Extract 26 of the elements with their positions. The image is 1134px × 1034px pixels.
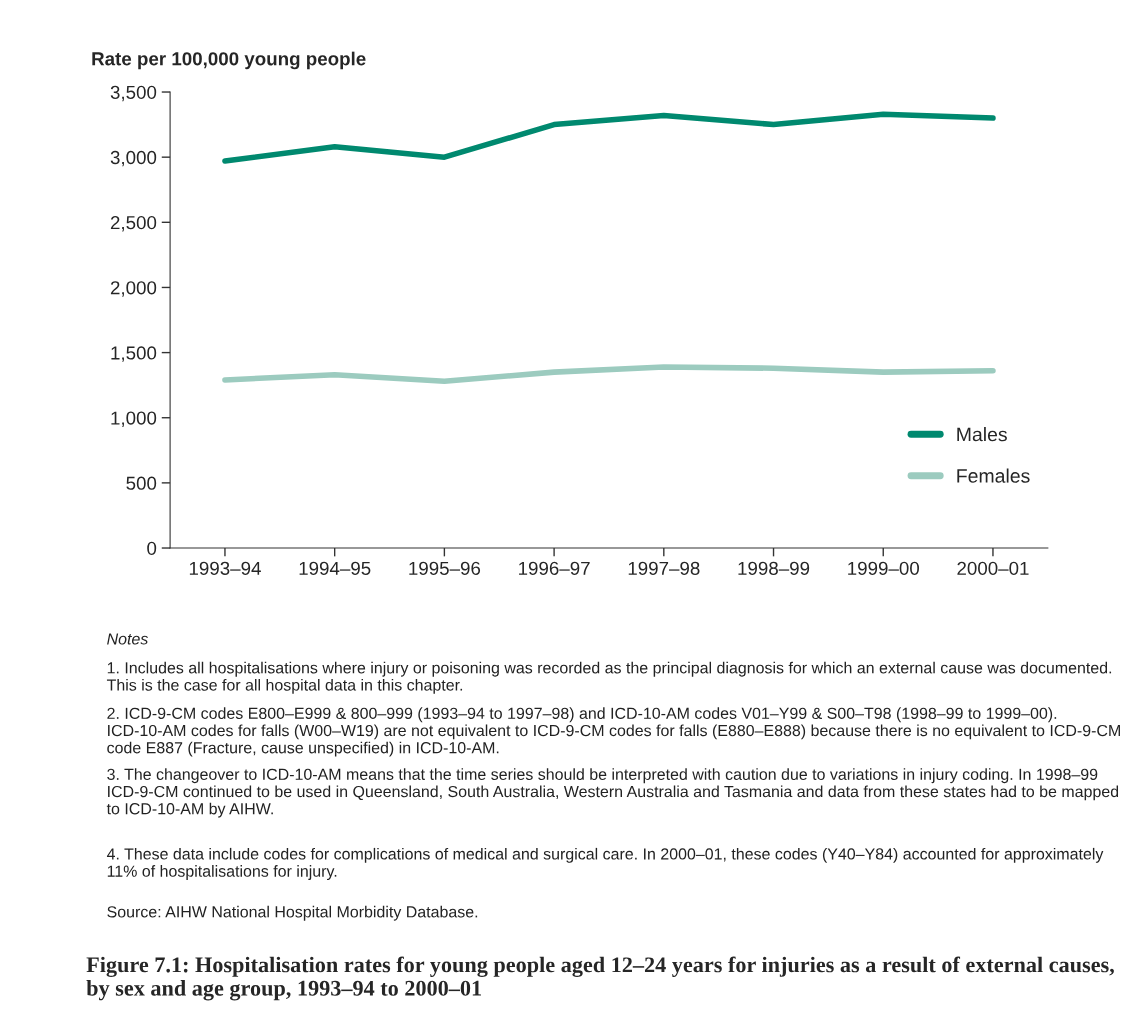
x-tick-label: 1998–99 <box>738 561 810 575</box>
y-tick-label: 1,000 <box>111 411 157 427</box>
x-tick-label: 1997–98 <box>628 561 700 575</box>
y-tick-label: 1,500 <box>111 346 157 362</box>
y-tick-label: 500 <box>126 476 157 490</box>
text: 1. Includes all hospitalisations where injury or poisoning was recorded as the principal diagnosis for which an external cause was documented. This is the case for all hospital data in this chapter. <box>106 661 1112 694</box>
x-tick-label: 1995–96 <box>409 561 481 575</box>
text: 3. The changeover to ICD-10-AM means that the time series should be interpreted with caution due to variations in injury coding. In 1998–99 ICD-9-CM continued to be used in Queensland, South Australia, Western Australia and Tasmania and data from these states had to be mapped to ICD-10-AM by AIHW. <box>106 768 1119 818</box>
text: 4. These data include codes for complications of medical and surgical care. In 2000–01, these codes (Y40–Y84) accounted for approximately 11% of hospitalisations for injury. <box>106 847 1104 880</box>
x-tick-label: 2000–01 <box>957 561 1029 575</box>
y-tick-label: 3,000 <box>110 150 157 167</box>
y-tick-label: 3,500 <box>110 85 157 102</box>
y-tick-label: 2,500 <box>110 216 157 232</box>
text: Figure 7.1: Hospitalisation rates for young people aged 12–24 years for injuries as a result of external causes, by sex and age group, 1993–94 to 2000–01 <box>86 956 1114 1001</box>
x-tick-label: 1999–00 <box>848 561 920 575</box>
y-tick-label: 2,000 <box>110 281 157 297</box>
y-tick-label: 0 <box>147 541 157 555</box>
x-tick-label: 1996–97 <box>519 561 590 575</box>
y-axis-title: Rate per 100,000 young people <box>92 51 366 70</box>
legend-label: Males <box>957 427 1007 442</box>
text: Notes <box>107 633 148 645</box>
x-tick-label: 1993–94 <box>189 561 261 575</box>
legend-label: Females <box>957 468 1030 483</box>
x-tick-label: 1994–95 <box>299 561 371 575</box>
source-note: Source: AIHW National Hospital Morbidity Database. <box>107 905 478 921</box>
text: 2. ICD-9-CM codes E800–E999 & 800–999 (1993–94 to 1997–98) and ICD-10-AM codes V01–Y99 & S00–T98 (1998–99 to 1999–00). ICD-10-AM codes for falls (W00–W19) are not equivalent to ICD-9-CM codes for falls (E880–E888) because there is no equivalent to ICD-9-CM code E887 (Fracture, cause unspecified) in ICD-10-AM. <box>107 707 1120 757</box>
